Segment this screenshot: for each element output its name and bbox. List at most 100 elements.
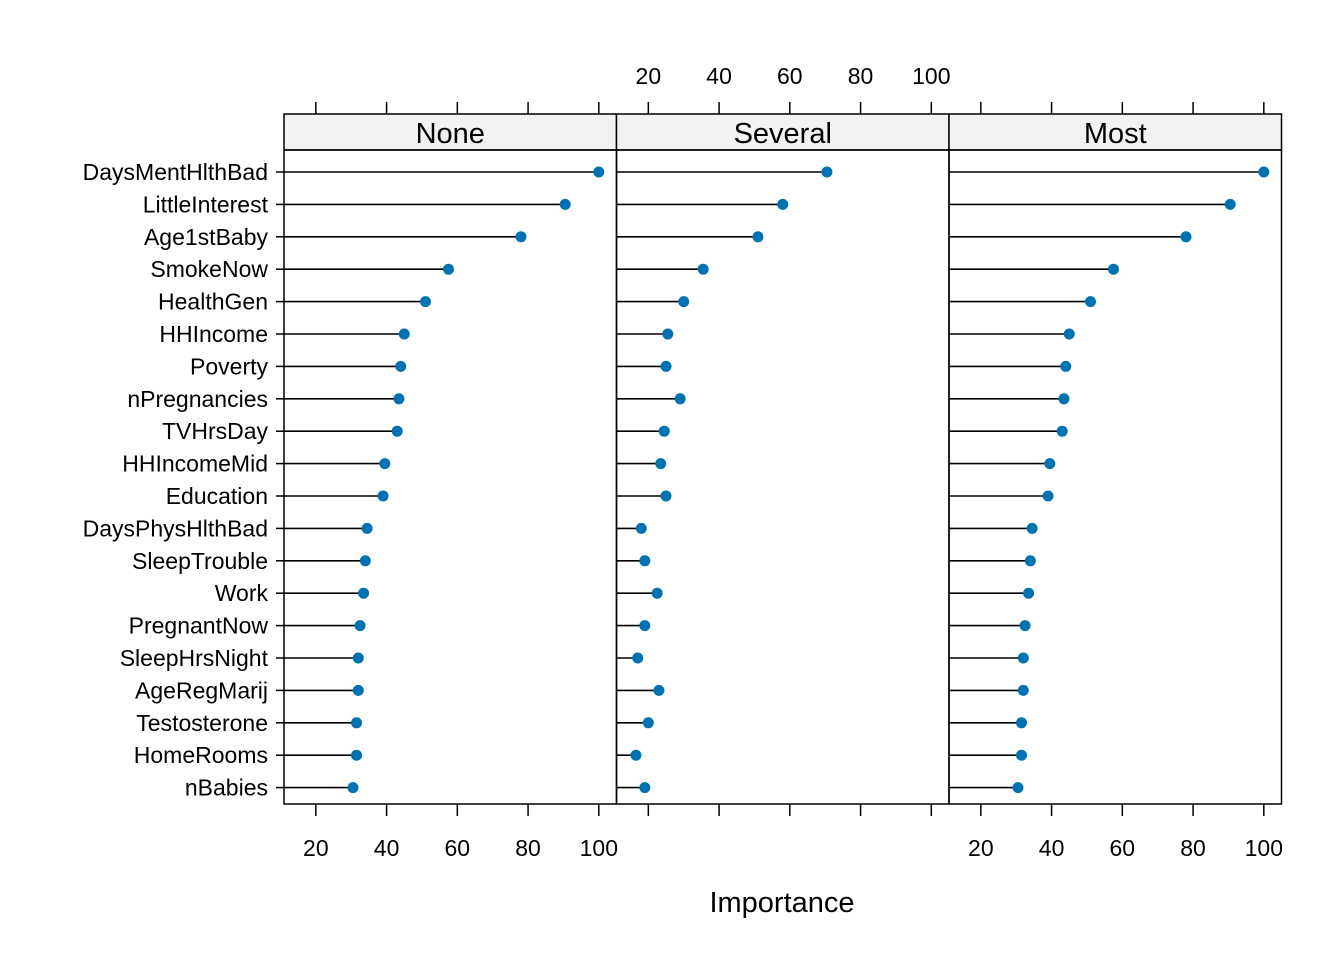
data-point [662,328,674,340]
feature-label: Poverty [190,353,268,379]
data-point [361,522,373,534]
feature-label: Age1stBaby [144,224,269,250]
data-point [352,652,364,664]
feature-label: DaysMentHlthBad [83,159,268,185]
feature-rows: DaysMentHlthBad LittleInterest Age1stBaby S… [83,159,284,801]
panel-strip-label: Most [1084,118,1147,150]
feature-label: nBabies [185,775,268,801]
x-tick-label-top: 60 [777,63,803,89]
data-point [1017,684,1029,696]
feature-label: HealthGen [158,289,268,315]
panels: None Several Most [283,113,1283,805]
x-tick-label-bottom: 60 [1110,835,1136,861]
feature-label: SleepTrouble [132,548,268,574]
data-point [1258,166,1270,178]
data-point [359,555,371,567]
feature-label: HomeRooms [134,742,268,768]
x-tick-label-bottom: 80 [515,835,541,861]
x-tick-label-bottom: 100 [580,835,618,861]
data-point [642,717,654,729]
data-point [697,263,709,275]
x-tick-label-bottom: 80 [1180,835,1206,861]
feature-label: nPregnancies [127,386,268,412]
x-tick-label-bottom: 40 [374,835,400,861]
x-tick-label-top: 40 [706,63,732,89]
feature-label: AgeRegMarij [135,677,268,703]
feature-label: TVHrsDay [162,418,269,444]
data-point [1058,393,1070,405]
data-point [1042,490,1054,502]
data-point [1056,425,1068,437]
panel-strip [283,113,618,151]
data-point [1012,782,1024,794]
x-tick-label-top: 100 [912,63,950,89]
feature-label: PregnantNow [129,613,269,639]
data-point [1017,652,1029,664]
feature-label: SmokeNow [150,256,268,282]
data-point [398,328,410,340]
panel-strip-label: Several [734,118,832,150]
data-point [377,490,389,502]
data-point [660,360,672,372]
x-tick-label-bottom: 20 [303,835,329,861]
data-point [393,393,405,405]
data-point [639,782,651,794]
data-point [752,231,764,243]
data-point [1180,231,1192,243]
data-point [777,198,789,210]
panel-most: Most [948,113,1283,805]
panel-strip-label: None [416,118,485,150]
data-point [351,717,363,729]
data-point [1023,587,1035,599]
data-point [351,749,363,761]
data-point [658,425,670,437]
data-point [639,620,651,632]
data-point [391,425,403,437]
data-point [653,684,665,696]
data-point [674,393,686,405]
data-point [678,296,690,308]
feature-label: HHIncomeMid [122,451,268,477]
data-point [559,198,571,210]
data-point [655,458,667,470]
data-point [632,652,644,664]
data-point [1016,749,1028,761]
data-point [651,587,663,599]
data-point [1026,522,1038,534]
panel-frame [615,149,950,805]
x-tick-label-top: 20 [636,63,662,89]
data-point [1063,328,1075,340]
x-tick-label-bottom: 40 [1039,835,1065,861]
panel-strip [615,113,950,151]
x-tick-label-bottom: 100 [1245,835,1283,861]
feature-label: Testosterone [136,710,268,736]
data-point [630,749,642,761]
x-axis-title: Importance [709,887,854,919]
x-tick-label-bottom: 60 [445,835,471,861]
feature-label: LittleInterest [143,191,269,217]
data-point [1107,263,1119,275]
data-point [1024,555,1036,567]
data-point [419,296,431,308]
data-point [1084,296,1096,308]
data-point [1016,717,1028,729]
panel-several: Several [615,113,950,805]
panel-strip [948,113,1283,151]
x-tick-label-top: 80 [848,63,874,89]
data-point [358,587,370,599]
data-point [1060,360,1072,372]
data-point [442,263,454,275]
data-point [347,782,359,794]
feature-label: SleepHrsNight [120,645,269,671]
data-point [1224,198,1236,210]
data-point [821,166,833,178]
x-tick-label-bottom: 20 [968,835,994,861]
axes: 20 40 60 80 100 20 40 60 80 100 20 40 60 80 100 [303,63,1283,861]
feature-label: Work [215,580,269,606]
data-point [395,360,407,372]
feature-label: Education [166,483,268,509]
data-point [660,490,672,502]
feature-label: DaysPhysHlthBad [83,515,268,541]
data-point [354,620,366,632]
